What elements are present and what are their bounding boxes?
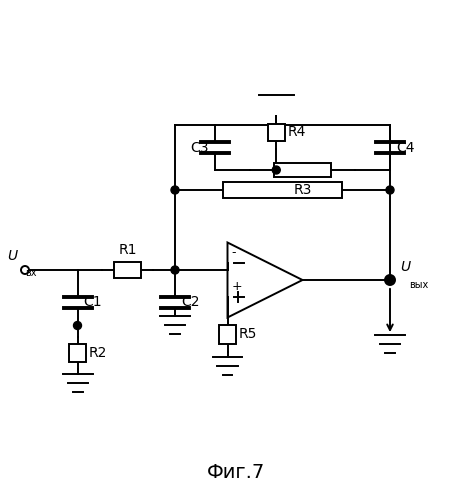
Circle shape — [73, 322, 81, 330]
Text: вх: вх — [25, 268, 36, 278]
Text: R3: R3 — [293, 183, 312, 197]
Text: U: U — [400, 260, 410, 274]
Bar — [268, 124, 285, 142]
Text: C1: C1 — [83, 296, 102, 310]
Text: U: U — [8, 248, 17, 262]
Text: +: + — [232, 280, 242, 293]
Text: R1: R1 — [118, 243, 137, 257]
Circle shape — [386, 276, 394, 284]
Bar — [69, 344, 86, 362]
Bar — [223, 182, 341, 198]
Bar — [114, 262, 141, 278]
Text: R4: R4 — [287, 126, 306, 140]
Bar — [219, 325, 236, 344]
Circle shape — [272, 166, 280, 174]
Text: C3: C3 — [190, 140, 209, 154]
Circle shape — [171, 186, 179, 194]
Text: вых: вых — [409, 280, 428, 290]
Text: R5: R5 — [238, 328, 257, 342]
Text: Фиг.7: Фиг.7 — [206, 463, 265, 482]
Text: C2: C2 — [181, 296, 200, 310]
Circle shape — [171, 266, 179, 274]
Text: R2: R2 — [89, 346, 107, 360]
Bar — [274, 163, 332, 177]
Circle shape — [386, 186, 394, 194]
Text: -: - — [232, 246, 236, 259]
Text: C4: C4 — [396, 140, 414, 154]
